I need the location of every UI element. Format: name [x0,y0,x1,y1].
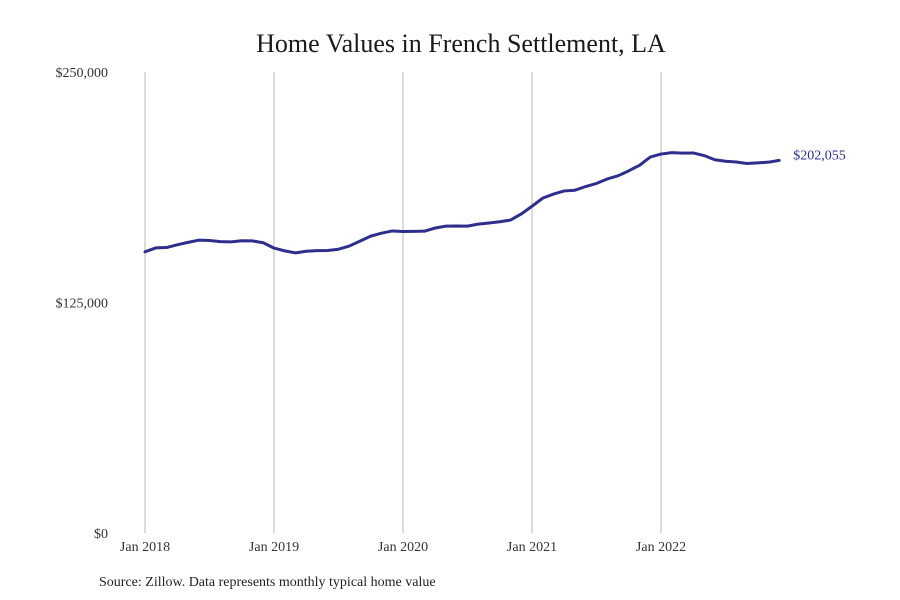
x-tick-label: Jan 2019 [249,540,299,555]
source-note: Source: Zillow. Data represents monthly … [99,575,436,590]
y-axis: $0 $125,000 $250,000 [56,66,109,542]
series-layer: $202,055 [143,148,846,255]
x-axis: Jan 2018 Jan 2019 Jan 2020 Jan 2021 Jan 2022 [120,540,686,555]
y-tick-label: $250,000 [56,66,109,81]
gridlines [144,72,662,533]
series-line-0 [143,151,781,255]
x-tick-label: Jan 2020 [378,540,428,555]
end-value-label: $202,055 [793,148,846,163]
y-tick-label: $0 [94,527,108,542]
x-tick-label: Jan 2018 [120,540,170,555]
x-tick-label: Jan 2022 [636,540,686,555]
x-tick-label: Jan 2021 [507,540,557,555]
chart-title: Home Values in French Settlement, LA [256,29,666,58]
y-tick-label: $125,000 [56,297,109,312]
